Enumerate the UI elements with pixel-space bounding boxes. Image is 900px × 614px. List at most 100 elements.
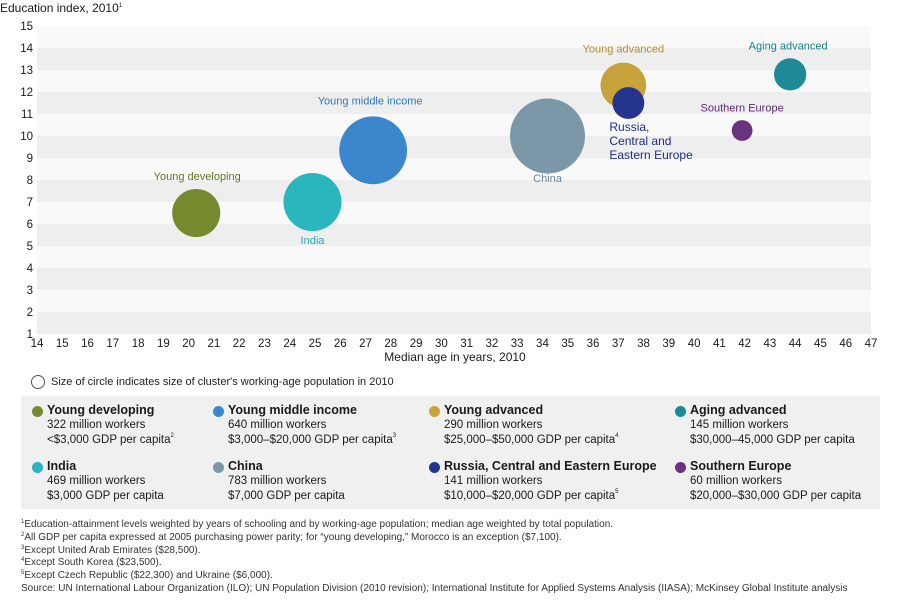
source-note: Source: UN International Labour Organiza… [21, 582, 848, 594]
grid-band [37, 48, 871, 70]
x-tick-label: 42 [738, 338, 751, 350]
y-tick-label: 1 [27, 329, 33, 341]
grid-band [37, 114, 871, 136]
legend-dot [32, 462, 43, 473]
bubble-label-young-advanced: Young advanced [583, 43, 665, 55]
grid-band [37, 202, 871, 224]
legend-name: Russia, Central and Eastern Europe [444, 459, 657, 473]
y-tick-label: 10 [20, 131, 33, 143]
legend-gdp: $3,000–$20,000 GDP per capita [228, 434, 393, 446]
legend-workers: 322 million workers [47, 419, 146, 431]
x-tick-label: 45 [814, 338, 827, 350]
legend-gdp: $3,000 GDP per capita [47, 490, 164, 502]
legend-gdp: $20,000–$30,000 GDP per capita [690, 490, 862, 502]
grid-band [37, 136, 871, 158]
x-tick-label: 23 [258, 338, 271, 350]
bubble-labels: Young developing India Young middle income… [154, 40, 828, 247]
chart-bands [37, 26, 871, 334]
size-circle-icon [31, 375, 45, 389]
x-tick-label: 37 [612, 338, 625, 350]
x-tick-label: 25 [309, 338, 322, 350]
legend-workers: 60 million workers [690, 475, 783, 487]
legend-item-southern-europe: Southern Europe 60 million workers $20,0… [675, 459, 861, 504]
legend-item-young-advanced: Young advanced 290 million workers $25,0… [429, 403, 619, 448]
legend-item-young-developing: Young developing 322 million workers <$3… [32, 403, 174, 448]
x-tick-label: 14 [31, 338, 44, 350]
x-tick-label: 32 [486, 338, 499, 350]
x-tick-label: 31 [460, 338, 473, 350]
x-tick-label: 39 [662, 338, 675, 350]
grid-band [37, 246, 871, 268]
footnote-1: 1Education-attainment levels weighted by… [21, 519, 614, 530]
bubble-label-line: Young middle income [318, 95, 423, 107]
legend-name: China [228, 459, 263, 473]
x-tick-label: 18 [132, 338, 145, 350]
legend-workers: 141 million workers [444, 475, 543, 487]
y-tick-label: 2 [27, 307, 33, 319]
grid-band [37, 268, 871, 290]
footnote-4: 4Except South Korea ($23,500). [21, 557, 162, 569]
y-tick-label: 11 [21, 109, 33, 121]
x-tick-label: 17 [106, 338, 119, 350]
bubble-label-russia-central-and-eastern-europe: Russia, Central and Eastern Europe [609, 120, 693, 162]
grid-band [37, 158, 871, 180]
x-tick-label: 46 [839, 338, 852, 350]
x-tick-label: 30 [435, 338, 448, 350]
legend-item-young-middle-income: Young middle income 640 million workers … [213, 403, 396, 448]
x-axis-ticks: 14 15 16 17 18 19 20 21 22 23 24 25 26 27 28 29 30 31 32 33… [31, 338, 878, 350]
x-tick-label: 35 [561, 338, 574, 350]
y-tick-label: 6 [27, 219, 33, 231]
bubble-label-line: Russia, [609, 120, 649, 134]
legend-name: India [47, 459, 77, 473]
x-tick-label: 28 [384, 338, 397, 350]
bubble-china [510, 98, 586, 174]
footnote-2: 2All GDP per capita expressed at 2005 pu… [21, 531, 562, 543]
legend-dot [32, 406, 43, 417]
legend-workers: 290 million workers [444, 419, 543, 431]
x-axis-label: Median age in years, 2010 [384, 350, 526, 364]
size-note: Size of circle indicates size of cluster… [31, 375, 394, 389]
grid-band [37, 312, 871, 334]
legend-name: Young developing [47, 403, 155, 417]
grid-band [37, 224, 871, 246]
legend-gdp: $7,000 GDP per capita [228, 490, 345, 502]
x-tick-label: 26 [334, 338, 347, 350]
x-tick-label: 34 [536, 338, 549, 350]
title-footnote-mark: 1 [119, 3, 123, 9]
legend-dot [675, 462, 686, 473]
legend-name: Young advanced [444, 403, 544, 417]
size-note-text: Size of circle indicates size of cluster… [51, 376, 394, 388]
x-tick-label: 27 [359, 338, 372, 350]
bubble-label-southern-europe: Southern Europe [701, 103, 784, 115]
legend-dot [429, 406, 440, 417]
bubble-young-middle-income [339, 116, 408, 185]
bubble-label-line: India [301, 235, 326, 247]
footnotes: 1Education-attainment levels weighted by… [21, 519, 881, 596]
bubble-label-young-middle-income: Young middle income [318, 95, 423, 107]
y-tick-label: 14 [20, 43, 33, 55]
grid-band [37, 26, 871, 48]
x-tick-label: 33 [511, 338, 524, 350]
bubble-label-young-developing: Young developing [154, 171, 241, 183]
x-tick-label: 38 [637, 338, 650, 350]
legend-dot [429, 462, 440, 473]
legend-dot [675, 406, 686, 417]
legend-name: Young middle income [228, 403, 357, 417]
x-tick-label: 16 [81, 338, 94, 350]
legend-note: 5 [615, 489, 619, 495]
y-tick-label: 15 [20, 21, 33, 33]
x-tick-label: 41 [713, 338, 726, 350]
x-tick-label: 15 [56, 338, 69, 350]
legend-workers: 145 million workers [690, 419, 789, 431]
y-tick-label: 8 [27, 175, 33, 187]
grid-band [37, 92, 871, 114]
legend-item-aging-advanced: Aging advanced 145 million workers $30,0… [675, 403, 855, 448]
x-tick-label: 22 [233, 338, 246, 350]
footnote-3: 3Except United Arab Emirates ($28,500). [21, 544, 201, 556]
bubble-aging-advanced [773, 58, 807, 91]
y-tick-label: 9 [27, 153, 33, 165]
x-tick-label: 29 [410, 338, 423, 350]
x-tick-label: 44 [789, 338, 802, 350]
